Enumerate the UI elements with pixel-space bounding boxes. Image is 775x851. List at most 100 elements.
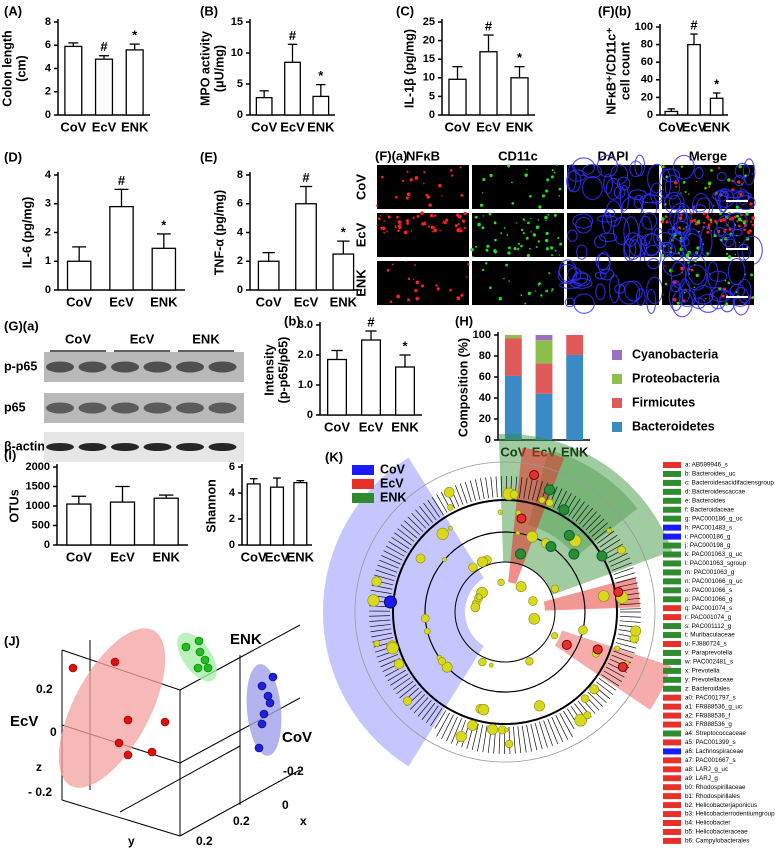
signal-dot	[414, 264, 416, 266]
tree-branch	[480, 478, 485, 499]
signal-dot	[727, 222, 729, 224]
bar	[295, 203, 317, 291]
signal-dot	[680, 213, 683, 217]
bar	[66, 260, 92, 291]
signal-dot	[682, 227, 685, 230]
blot-column-label: ENK	[192, 331, 220, 346]
signal-dot	[688, 193, 690, 195]
signal-dot	[710, 169, 713, 172]
x-tick-label: EcV	[476, 119, 501, 134]
nucleus-outline	[731, 228, 743, 237]
signal-dot	[406, 170, 409, 173]
tree-node	[614, 645, 621, 652]
signal-dot	[513, 247, 517, 251]
tree-branch	[591, 522, 608, 537]
y-axis-label: Intensity	[262, 344, 276, 395]
micrograph-signal	[566, 154, 667, 221]
tree-node	[441, 661, 453, 673]
tree-branch	[571, 501, 585, 519]
signal-dot	[403, 230, 408, 235]
nucleus-outline	[734, 162, 751, 179]
signal-dot	[420, 211, 424, 215]
y-tick-label: 4	[229, 487, 236, 499]
signal-dot	[522, 232, 525, 235]
signal-dot	[709, 218, 713, 222]
signal-dot	[557, 236, 560, 240]
signal-dot	[734, 253, 736, 256]
panel-label: (E)	[200, 149, 217, 164]
legend-swatch	[352, 465, 374, 475]
signal-dot	[551, 254, 553, 257]
signal-dot	[451, 174, 454, 177]
taxon-label: o: PAC001066_s	[685, 587, 732, 594]
signal-dot	[551, 169, 554, 172]
x-tick-label: CoV	[60, 119, 86, 134]
nucleus-outline	[576, 244, 588, 260]
taxon-label: i: PAC000186_g	[685, 533, 731, 540]
nucleus-outline	[623, 232, 643, 260]
tree-branch	[407, 516, 424, 532]
tree-branch	[469, 480, 476, 501]
nucleus-outline	[669, 202, 693, 234]
x-tick-label: ENK	[330, 294, 358, 309]
tree-node	[550, 584, 559, 593]
nucleus-outline	[641, 212, 658, 230]
taxon-label: a8: LARJ_g_uc	[685, 766, 728, 773]
taxon-swatch	[663, 658, 681, 665]
tree-node	[596, 550, 608, 562]
nucleus-outline	[594, 271, 607, 280]
signal-dot	[498, 296, 503, 301]
legend-swatch	[612, 422, 622, 432]
bar	[293, 481, 308, 546]
x-tick-label: ENK	[287, 549, 315, 564]
signal-dot	[429, 213, 434, 218]
nucleus-outline	[664, 174, 681, 200]
tree-branch	[585, 514, 601, 531]
y-tick-label: 2	[237, 255, 243, 267]
bar	[109, 205, 134, 291]
taxon-label: b3: Helicobacterrodentiumgroup	[685, 811, 775, 818]
y-tick-label: 60	[641, 56, 653, 68]
taxon-label: l: PAC001063_sgroup	[685, 560, 747, 567]
tree-branch	[605, 666, 625, 678]
signal-dot	[693, 218, 697, 223]
signal-dot	[414, 289, 418, 293]
tree-branch	[423, 502, 437, 521]
signal-dot	[397, 220, 402, 224]
tree-branch	[619, 603, 641, 606]
tree-branch	[608, 552, 628, 563]
x-tick-label: EcV	[109, 294, 134, 309]
signal-dot	[383, 231, 386, 234]
signal-dot	[457, 223, 460, 226]
legend-swatch	[612, 374, 622, 384]
tree-branch	[434, 710, 447, 729]
x-tick-label: CoV	[66, 549, 92, 564]
column-label: Merge	[689, 148, 727, 163]
signal-dot	[704, 297, 707, 300]
x-tick-label: EcV	[280, 119, 305, 134]
y-tick-label: 10	[423, 72, 435, 84]
taxon-label: a4: Streptococcaceae	[685, 730, 746, 737]
bar	[269, 486, 285, 546]
tree-branch	[619, 608, 641, 610]
signal-dot	[376, 204, 378, 207]
bar	[125, 49, 144, 116]
taxon-swatch	[663, 515, 681, 522]
tree-node	[529, 470, 540, 481]
signal-dot	[401, 179, 405, 183]
signal-dot	[463, 226, 466, 230]
ring	[354, 461, 656, 763]
blot-band	[46, 361, 74, 373]
tree-node	[630, 625, 642, 637]
tree-node	[436, 527, 449, 540]
tree-node	[447, 525, 453, 531]
y-axis-label: (cm)	[14, 55, 28, 81]
bar	[94, 58, 114, 116]
taxon-swatch	[663, 820, 681, 826]
signal-dot	[470, 248, 474, 252]
signal-dot	[472, 255, 474, 258]
nucleus-outline	[671, 220, 691, 242]
signal-dot	[662, 294, 665, 296]
taxon-label: a3: FR888536_g	[685, 721, 732, 728]
signal-dot	[389, 300, 393, 303]
